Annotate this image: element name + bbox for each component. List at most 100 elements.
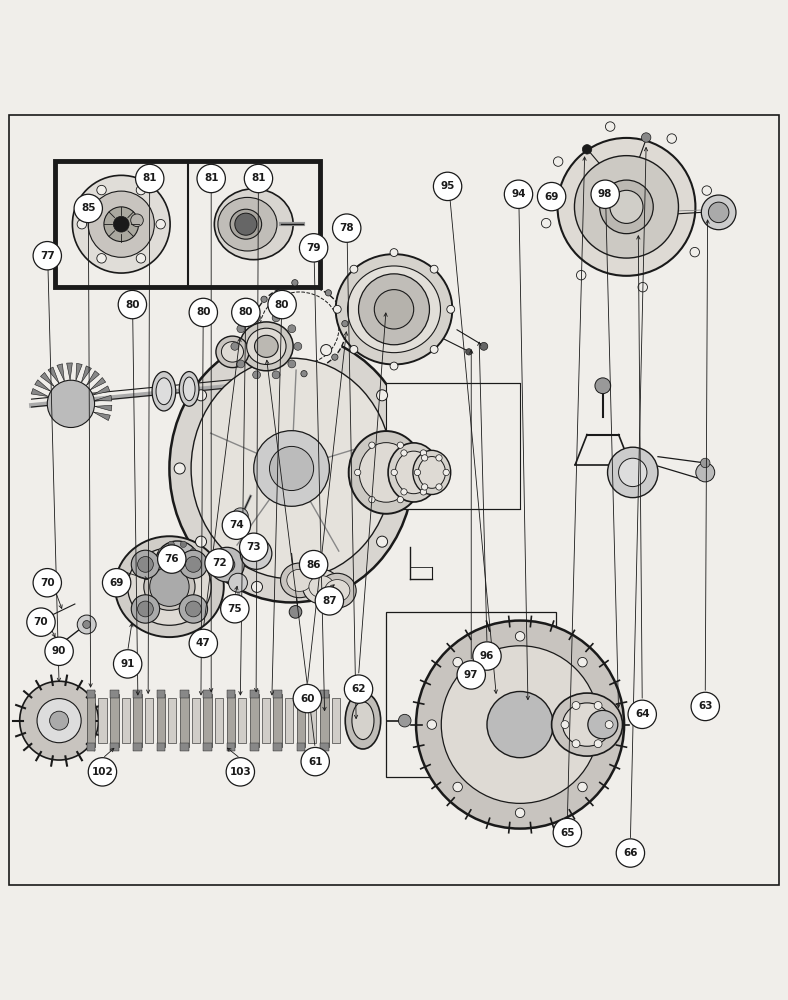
Circle shape [83, 621, 91, 628]
Text: 98: 98 [598, 189, 612, 199]
Bar [157, 694, 165, 747]
Circle shape [288, 325, 296, 333]
Circle shape [74, 194, 102, 223]
Circle shape [189, 629, 217, 658]
Text: 90: 90 [52, 646, 66, 656]
Ellipse shape [610, 190, 643, 223]
Circle shape [88, 758, 117, 786]
Circle shape [221, 595, 249, 623]
Circle shape [355, 469, 361, 476]
Text: 77: 77 [40, 251, 54, 261]
Bar [121, 698, 130, 743]
Polygon shape [81, 366, 91, 383]
Circle shape [398, 463, 409, 474]
Circle shape [226, 758, 255, 786]
Ellipse shape [156, 378, 172, 405]
Circle shape [369, 496, 375, 503]
Circle shape [235, 213, 257, 235]
Ellipse shape [214, 189, 293, 260]
Circle shape [422, 484, 428, 490]
Circle shape [253, 314, 261, 322]
Text: 91: 91 [121, 659, 135, 669]
Circle shape [138, 601, 154, 617]
Text: 62: 62 [351, 684, 366, 694]
Text: 65: 65 [560, 828, 574, 838]
Circle shape [420, 450, 426, 456]
Circle shape [342, 321, 348, 327]
Ellipse shape [557, 138, 696, 276]
Bar [296, 690, 306, 698]
Polygon shape [57, 364, 65, 381]
Circle shape [436, 455, 442, 461]
Circle shape [268, 290, 296, 319]
Bar [320, 694, 329, 747]
Circle shape [132, 595, 160, 623]
Text: 47: 47 [196, 638, 210, 648]
Circle shape [399, 714, 411, 727]
Circle shape [537, 182, 566, 211]
Circle shape [401, 489, 407, 495]
Circle shape [436, 484, 442, 490]
Circle shape [422, 455, 428, 461]
Circle shape [232, 298, 260, 327]
Circle shape [113, 216, 129, 232]
Bar [157, 690, 165, 698]
Circle shape [77, 219, 87, 229]
Bar [110, 694, 119, 747]
Polygon shape [32, 389, 48, 397]
Text: 69: 69 [110, 578, 124, 588]
Text: 63: 63 [698, 701, 712, 711]
Circle shape [251, 581, 262, 592]
Bar [320, 690, 329, 698]
Circle shape [541, 218, 551, 228]
Circle shape [350, 345, 358, 353]
Text: 64: 64 [635, 709, 649, 719]
Circle shape [701, 195, 736, 230]
Circle shape [708, 202, 729, 223]
Bar [273, 690, 282, 698]
Circle shape [315, 587, 344, 615]
Circle shape [701, 458, 710, 468]
Circle shape [390, 249, 398, 257]
Ellipse shape [115, 536, 224, 637]
Circle shape [594, 702, 602, 709]
Circle shape [321, 581, 332, 592]
Circle shape [272, 371, 280, 379]
Ellipse shape [240, 322, 293, 371]
Polygon shape [40, 372, 54, 387]
Circle shape [667, 134, 676, 143]
Circle shape [180, 541, 187, 547]
Bar [55, 161, 320, 287]
Circle shape [158, 571, 165, 578]
Circle shape [608, 447, 658, 498]
Circle shape [301, 371, 307, 377]
Circle shape [294, 342, 302, 350]
Circle shape [332, 354, 338, 360]
Text: 76: 76 [165, 554, 179, 564]
Circle shape [453, 782, 463, 792]
Text: 70: 70 [40, 578, 54, 588]
Circle shape [416, 621, 624, 829]
Circle shape [441, 646, 599, 803]
Bar [320, 743, 329, 751]
Circle shape [453, 657, 463, 667]
Circle shape [430, 469, 437, 476]
Circle shape [443, 469, 449, 476]
Ellipse shape [336, 254, 452, 364]
Bar [273, 743, 282, 751]
Text: 102: 102 [91, 767, 113, 777]
Circle shape [205, 549, 233, 577]
Circle shape [350, 265, 358, 273]
Circle shape [292, 280, 298, 286]
Circle shape [27, 608, 55, 636]
Circle shape [104, 207, 139, 242]
Circle shape [136, 164, 164, 193]
Circle shape [369, 442, 375, 448]
Ellipse shape [318, 573, 356, 608]
Circle shape [136, 254, 146, 263]
Circle shape [595, 378, 611, 394]
Bar [110, 690, 119, 698]
Ellipse shape [345, 692, 381, 749]
Circle shape [333, 214, 361, 242]
Circle shape [480, 342, 488, 350]
